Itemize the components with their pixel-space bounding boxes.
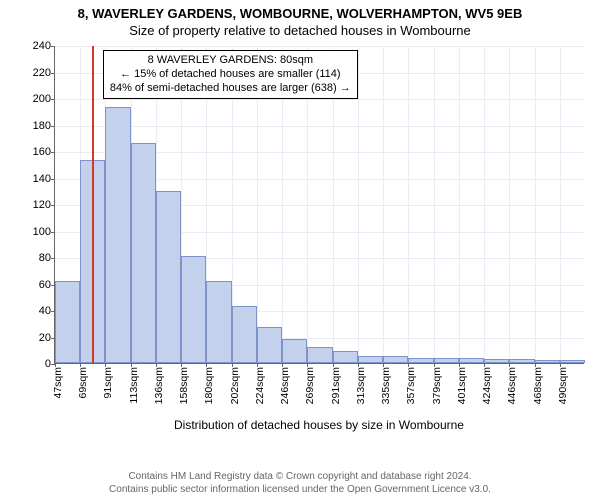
xtick-label: 47sqm: [52, 367, 64, 399]
xtick-label: 313sqm: [355, 367, 367, 404]
ytick-label: 80: [39, 252, 55, 264]
histogram-bar: [55, 281, 80, 363]
ytick-label: 180: [33, 120, 55, 132]
histogram-bar: [131, 143, 156, 363]
ytick-label: 120: [33, 199, 55, 211]
xtick-label: 357sqm: [405, 367, 417, 404]
xtick-label: 335sqm: [380, 367, 392, 404]
gridline-v: [408, 46, 409, 363]
histogram-bar: [232, 306, 257, 363]
histogram-bar: [434, 358, 459, 363]
xtick-label: 468sqm: [532, 367, 544, 404]
gridline-h: [55, 46, 584, 47]
annotation-line-3: 84% of semi-detached houses are larger (…: [110, 82, 351, 96]
annotation-line-1: 8 WAVERLEY GARDENS: 80sqm: [110, 54, 351, 68]
histogram-bar: [408, 358, 433, 363]
xtick-label: 291sqm: [330, 367, 342, 404]
xtick-label: 91sqm: [102, 367, 114, 399]
chart-title-sub: Size of property relative to detached ho…: [0, 21, 600, 38]
annotation-box: 8 WAVERLEY GARDENS: 80sqm ← 15% of detac…: [103, 50, 358, 99]
xtick-label: 202sqm: [229, 367, 241, 404]
gridline-v: [535, 46, 536, 363]
gridline-v: [459, 46, 460, 363]
histogram-bar: [257, 327, 282, 363]
xtick-label: 180sqm: [203, 367, 215, 404]
xtick-label: 69sqm: [77, 367, 89, 399]
footer-line-2: Contains public sector information licen…: [0, 484, 600, 497]
histogram-bar: [105, 107, 130, 363]
gridline-v: [434, 46, 435, 363]
ytick-label: 40: [39, 305, 55, 317]
xtick-label: 424sqm: [481, 367, 493, 404]
histogram-bar: [383, 356, 408, 363]
footer-text: Contains HM Land Registry data © Crown c…: [0, 471, 600, 496]
gridline-v: [560, 46, 561, 363]
plot-area: 02040608010012014016018020022024047sqm69…: [54, 46, 584, 364]
xtick-label: 113sqm: [128, 367, 140, 404]
ytick-label: 20: [39, 332, 55, 344]
gridline-h: [55, 126, 584, 127]
ytick-label: 220: [33, 67, 55, 79]
xtick-label: 379sqm: [431, 367, 443, 404]
histogram-bar: [560, 360, 585, 363]
xtick-label: 269sqm: [304, 367, 316, 404]
gridline-v: [484, 46, 485, 363]
xtick-label: 246sqm: [279, 367, 291, 404]
ytick-label: 140: [33, 173, 55, 185]
gridline-v: [509, 46, 510, 363]
chart-title-main: 8, WAVERLEY GARDENS, WOMBOURNE, WOLVERHA…: [0, 0, 600, 21]
histogram-bar: [156, 191, 181, 363]
histogram-bar: [307, 347, 332, 363]
xtick-label: 401sqm: [456, 367, 468, 404]
ytick-label: 240: [33, 40, 55, 52]
xtick-label: 158sqm: [178, 367, 190, 404]
ytick-label: 200: [33, 93, 55, 105]
ytick-label: 60: [39, 279, 55, 291]
histogram-bar: [535, 360, 560, 363]
gridline-v: [358, 46, 359, 363]
x-axis-label: Distribution of detached houses by size …: [54, 418, 584, 432]
histogram-bar: [459, 358, 484, 363]
histogram-bar: [484, 359, 509, 363]
chart-area: Number of detached properties 0204060801…: [0, 40, 600, 450]
histogram-bar: [181, 256, 206, 363]
chart-container: 8, WAVERLEY GARDENS, WOMBOURNE, WOLVERHA…: [0, 0, 600, 500]
gridline-v: [383, 46, 384, 363]
annotation-line-2: ← 15% of detached houses are smaller (11…: [110, 68, 351, 82]
histogram-bar: [282, 339, 307, 363]
histogram-bar: [358, 356, 383, 363]
histogram-bar: [509, 359, 534, 363]
xtick-label: 490sqm: [557, 367, 569, 404]
histogram-bar: [206, 281, 231, 363]
ytick-label: 160: [33, 146, 55, 158]
histogram-bar: [333, 351, 358, 363]
ytick-label: 100: [33, 226, 55, 238]
xtick-label: 136sqm: [153, 367, 165, 404]
xtick-label: 446sqm: [506, 367, 518, 404]
xtick-label: 224sqm: [254, 367, 266, 404]
marker-line: [92, 46, 94, 363]
footer-line-1: Contains HM Land Registry data © Crown c…: [0, 471, 600, 484]
